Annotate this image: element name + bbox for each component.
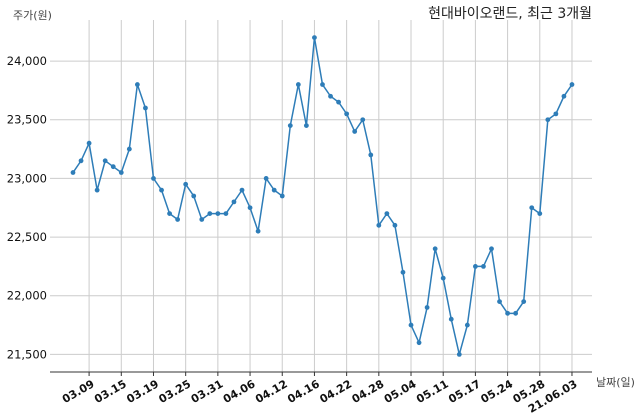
data-point: [521, 299, 527, 304]
data-point: [336, 99, 341, 105]
data-point: [70, 170, 76, 175]
data-point: [126, 146, 132, 152]
data-point: [271, 187, 277, 193]
data-point: [513, 310, 519, 316]
data-point: [110, 164, 116, 170]
data-point: [287, 123, 293, 128]
data-point: [247, 205, 253, 211]
data-point: [481, 264, 486, 269]
data-point: [151, 176, 156, 181]
y-tick-label: 23,000: [7, 171, 47, 185]
data-point: [239, 187, 245, 193]
y-axis-label: 주가(원): [13, 9, 52, 22]
data-point: [231, 199, 237, 205]
data-point: [279, 193, 285, 199]
y-tick-label: 24,000: [7, 54, 47, 68]
y-ticks: 21,500 22,000 22,500 23,000 23,500 24,000: [7, 54, 47, 361]
chart-title: 현대바이오랜드, 최근 3개월: [428, 6, 592, 22]
data-point: [424, 305, 430, 310]
data-point: [303, 123, 309, 128]
x-tick-label: 04.06: [221, 377, 258, 406]
x-tick-label: 04.16: [285, 377, 322, 406]
data-point: [295, 82, 301, 87]
x-tick-label: 05.17: [446, 377, 483, 406]
data-point: [360, 117, 366, 123]
data-point: [312, 35, 317, 40]
y-tick-label: 22,500: [7, 230, 47, 244]
y-tick-label: 23,500: [7, 113, 47, 127]
x-tick-label: 05.24: [478, 377, 515, 406]
data-point: [400, 269, 406, 275]
data-point: [553, 111, 559, 117]
data-point: [456, 352, 462, 357]
data-point: [207, 211, 213, 217]
data-point: [223, 211, 229, 217]
data-point: [392, 222, 398, 228]
data-point: [537, 211, 543, 217]
x-tick-label: 05.11: [414, 377, 451, 406]
data-point: [263, 176, 269, 181]
data-points: [70, 35, 575, 357]
data-point: [320, 82, 325, 87]
y-tick-label: 22,000: [7, 289, 47, 303]
data-point: [143, 105, 148, 111]
data-point: [167, 211, 172, 217]
data-point: [86, 140, 92, 146]
data-point: [368, 152, 374, 158]
data-point: [408, 322, 414, 328]
data-point: [505, 310, 510, 316]
data-point: [78, 158, 84, 164]
data-point: [328, 93, 333, 99]
data-point: [175, 217, 181, 222]
data-point: [489, 246, 494, 252]
x-tick-label: 03.31: [189, 377, 226, 406]
x-tick-label: 05.04: [382, 377, 419, 406]
data-point: [191, 193, 197, 199]
data-point: [183, 181, 189, 187]
data-point: [159, 187, 164, 193]
data-point: [118, 170, 124, 175]
x-tick-label: 04.22: [317, 377, 354, 406]
x-tick-label: 03.19: [124, 377, 161, 406]
data-point: [102, 158, 108, 164]
data-point: [255, 228, 261, 234]
data-point: [94, 187, 100, 193]
data-point: [352, 129, 358, 134]
data-point: [473, 264, 478, 269]
data-point: [215, 211, 221, 217]
data-point: [432, 246, 438, 252]
x-tick-label: 04.28: [350, 377, 387, 406]
data-point: [384, 211, 390, 217]
data-point: [448, 316, 454, 322]
x-tick-label: 03.15: [92, 377, 129, 406]
data-point: [497, 299, 502, 304]
data-point: [464, 322, 470, 328]
data-point: [569, 82, 575, 87]
x-tick-label: 03.09: [60, 377, 97, 406]
data-point: [134, 82, 140, 87]
x-ticks: 03.0903.1503.1903.2503.3104.0604.1204.16…: [60, 372, 579, 415]
x-axis-label: 날짜(일): [596, 375, 635, 389]
data-point: [440, 275, 446, 281]
data-point: [344, 111, 350, 117]
y-tick-label: 21,500: [7, 347, 47, 361]
data-point: [545, 117, 551, 123]
data-point: [561, 93, 567, 99]
data-point: [376, 222, 382, 228]
x-tick-label: 03.25: [157, 377, 194, 406]
data-point: [199, 217, 205, 222]
data-point: [529, 205, 535, 211]
x-tick-label: 04.12: [253, 377, 290, 406]
data-point: [416, 340, 422, 346]
